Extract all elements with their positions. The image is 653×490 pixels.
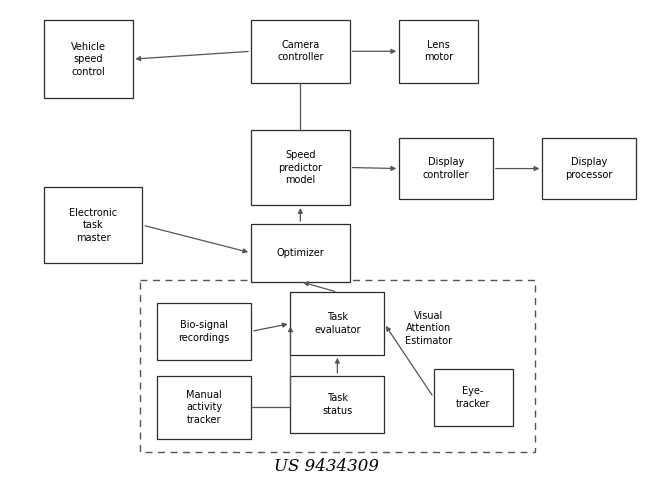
Bar xyxy=(44,187,142,263)
Bar xyxy=(399,20,478,83)
Bar xyxy=(140,280,535,452)
Bar xyxy=(291,292,384,355)
Text: Display
processor: Display processor xyxy=(565,157,613,180)
Text: Task
evaluator: Task evaluator xyxy=(314,312,360,335)
Text: Eye-
tracker: Eye- tracker xyxy=(456,386,490,409)
Text: Manual
activity
tracker: Manual activity tracker xyxy=(186,390,222,425)
Text: Optimizer: Optimizer xyxy=(276,248,324,258)
Text: Visual
Attention
Estimator: Visual Attention Estimator xyxy=(405,311,453,346)
Bar xyxy=(399,138,493,199)
Bar xyxy=(291,376,384,434)
Text: Electronic
task
master: Electronic task master xyxy=(69,208,117,243)
Bar xyxy=(157,376,251,439)
Bar xyxy=(542,138,636,199)
Text: Lens
motor: Lens motor xyxy=(424,40,453,63)
Text: Vehicle
speed
control: Vehicle speed control xyxy=(71,42,106,76)
Text: Camera
controller: Camera controller xyxy=(277,40,324,63)
Text: Display
controller: Display controller xyxy=(422,157,470,180)
Text: Task
status: Task status xyxy=(322,393,353,416)
Text: US 9434309: US 9434309 xyxy=(274,458,379,475)
Bar xyxy=(157,303,251,360)
Bar xyxy=(251,20,350,83)
Bar xyxy=(44,20,133,98)
Text: Speed
predictor
model: Speed predictor model xyxy=(278,150,323,185)
Text: Bio-signal
recordings: Bio-signal recordings xyxy=(178,320,230,343)
Bar xyxy=(251,224,350,282)
Bar xyxy=(251,130,350,205)
Bar xyxy=(434,368,513,426)
